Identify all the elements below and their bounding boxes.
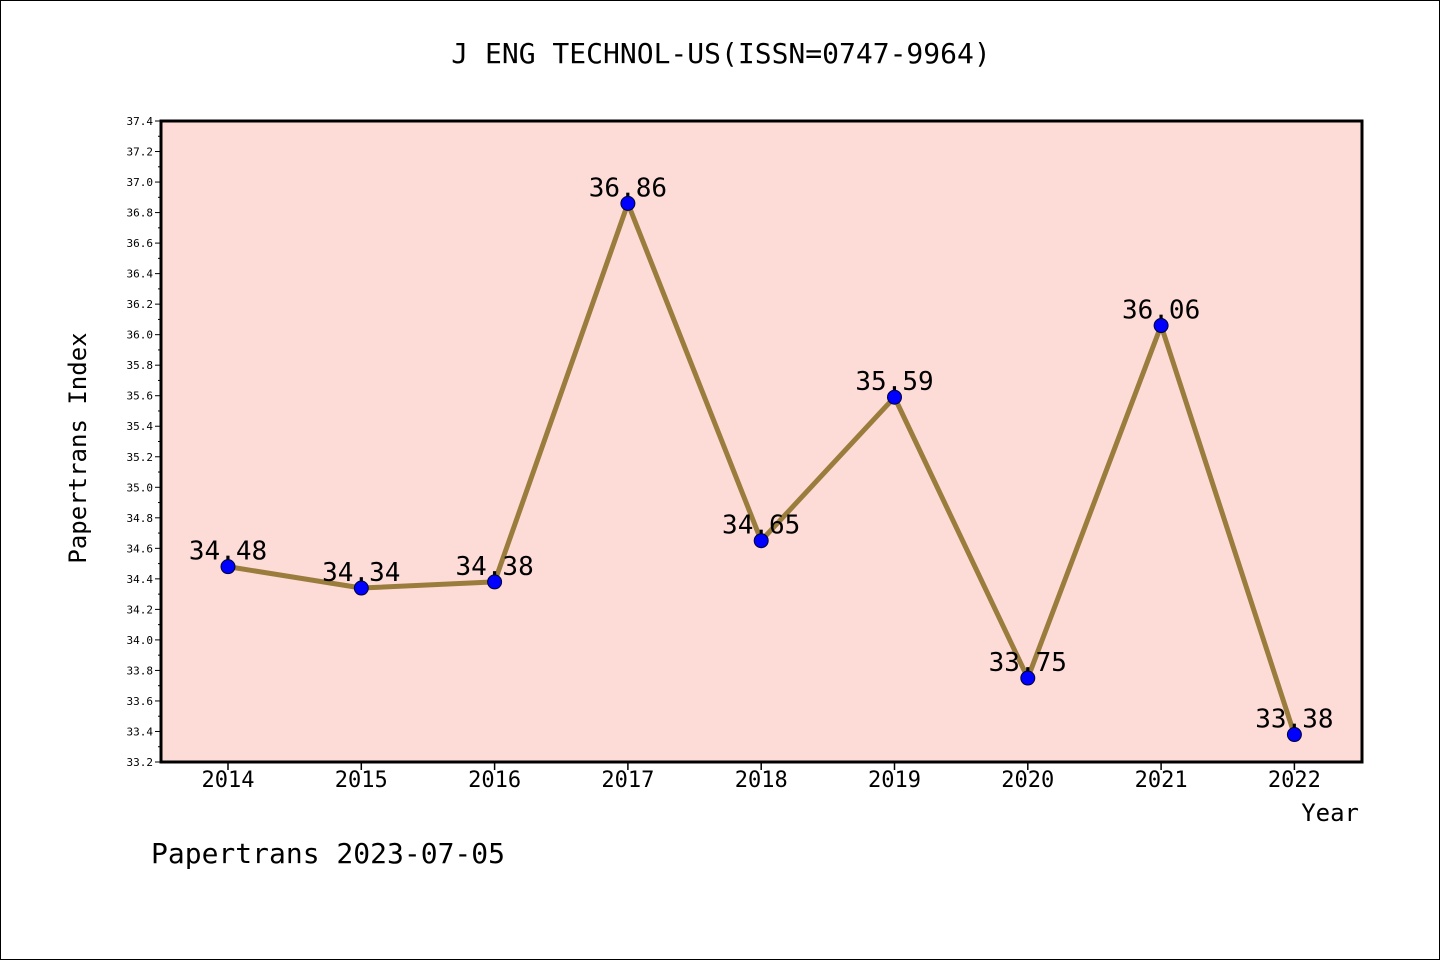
data-point — [1020, 670, 1036, 686]
y-tick-label: 37.4 — [127, 115, 154, 128]
y-tick-label: 33.2 — [127, 756, 154, 769]
y-axis-label: Papertrans Index — [64, 332, 92, 563]
data-label: 34.38 — [455, 552, 533, 582]
y-tick-label: 36.2 — [127, 298, 154, 311]
data-label: 33.38 — [1255, 705, 1333, 735]
data-label: 36.86 — [589, 173, 667, 203]
data-point — [1286, 727, 1302, 743]
x-tick-label: 2017 — [601, 768, 654, 793]
y-tick-label: 37.2 — [127, 146, 154, 159]
data-point — [887, 389, 902, 405]
data-label: 35.59 — [855, 367, 933, 397]
x-tick-label: 2014 — [202, 768, 255, 793]
y-tick-label: 33.6 — [127, 695, 154, 708]
y-tick-label: 35.4 — [127, 420, 154, 433]
x-axis-label: Year — [1301, 799, 1359, 827]
footer-text: Papertrans 2023-07-05 — [151, 837, 506, 870]
y-tick-label: 36.4 — [127, 268, 154, 281]
x-tick-label: 2015 — [335, 768, 388, 793]
data-label: 34.34 — [322, 558, 400, 588]
x-tick-label: 2016 — [468, 768, 521, 793]
y-tick-label: 33.4 — [127, 725, 154, 738]
y-tick-label: 36.8 — [127, 207, 154, 220]
data-point — [620, 195, 636, 211]
data-point — [753, 533, 769, 549]
x-tick-label: 2022 — [1268, 768, 1321, 793]
y-tick-label: 33.8 — [127, 664, 154, 677]
y-tick-label: 35.2 — [127, 451, 154, 464]
x-tick-label: 2018 — [735, 768, 788, 793]
data-point — [487, 574, 503, 590]
y-tick-label: 37.0 — [127, 176, 154, 189]
data-point — [220, 559, 236, 575]
chart-title: J ENG TECHNOL-US(ISSN=0747-9964) — [451, 37, 991, 70]
x-tick-label: 2020 — [1001, 768, 1054, 793]
data-point — [1153, 318, 1169, 334]
x-tick-label: 2021 — [1135, 768, 1188, 793]
y-tick-label: 35.0 — [127, 481, 154, 494]
data-label: 34.48 — [189, 537, 267, 567]
data-point — [353, 580, 369, 596]
y-tick-label: 34.0 — [127, 634, 154, 647]
data-labels: 34.48 34.34 34.38 36.86 34.65 35.59 33.75 36.06… — [189, 173, 1334, 734]
y-tick-label: 34.8 — [127, 512, 154, 525]
data-label: 33.75 — [989, 648, 1067, 678]
y-tick-label: 35.6 — [127, 390, 154, 403]
data-label: 36.06 — [1122, 296, 1200, 326]
x-tick-label: 2019 — [868, 768, 921, 793]
plot-area — [159, 119, 1364, 764]
y-tick-label: 36.6 — [127, 237, 154, 250]
y-tick-label: 36.0 — [127, 329, 154, 342]
y-tick-label: 34.6 — [127, 542, 154, 555]
x-axis-ticks: 2014 2015 2016 2017 2018 2019 2020 2021 2022 — [202, 762, 1321, 793]
data-label: 34.65 — [722, 511, 800, 541]
y-tick-label: 34.2 — [127, 603, 154, 616]
data-points — [220, 195, 1302, 743]
y-tick-label: 34.4 — [127, 573, 154, 586]
y-tick-label: 35.8 — [127, 359, 154, 372]
y-axis-ticks: 33.2 33.4 33.6 33.8 34.0 34.2 34.4 34.6 34.8 35.0… — [127, 115, 161, 769]
